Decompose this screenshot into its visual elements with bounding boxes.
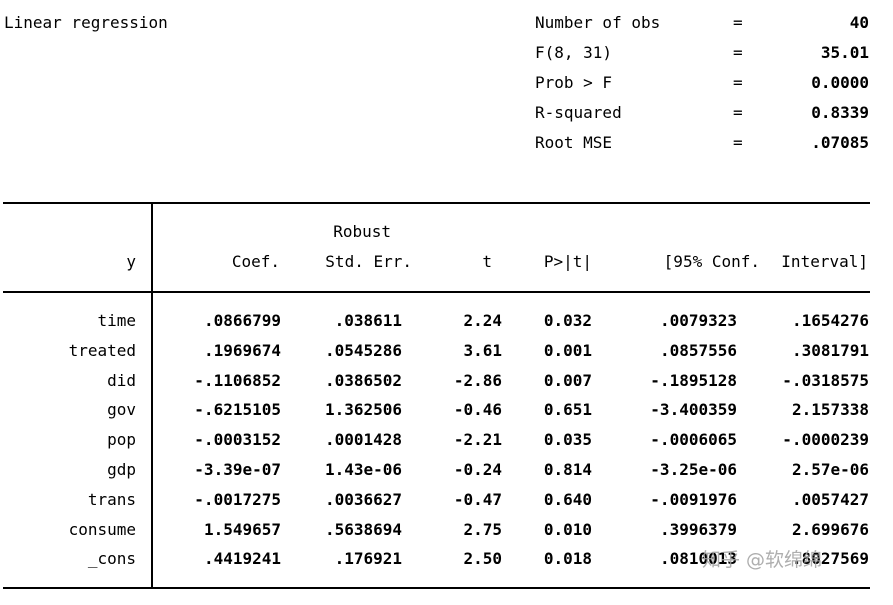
stat-label-probf: Prob > F bbox=[535, 73, 613, 92]
row-ci-high: -.0000239 bbox=[782, 430, 869, 450]
row-stderr: .0036627 bbox=[324, 489, 402, 509]
stat-value-rootmse: .07085 bbox=[811, 133, 869, 152]
row-var: _cons bbox=[87, 549, 136, 569]
stat-eq: = bbox=[733, 13, 743, 32]
row-ci-high: .3081791 bbox=[791, 340, 869, 360]
header-robust: Robust bbox=[333, 222, 391, 241]
row-stderr: 1.43e-06 bbox=[324, 460, 402, 479]
row-stderr: .038611 bbox=[334, 311, 402, 330]
row-stderr: .176921 bbox=[334, 549, 402, 569]
row-p: 0.651 bbox=[543, 400, 592, 420]
row-coef: -3.39e-07 bbox=[194, 460, 281, 479]
row-t: -0.47 bbox=[453, 489, 502, 509]
row-var: pop bbox=[107, 430, 136, 450]
row-ci-low: -.0091976 bbox=[650, 489, 737, 509]
stat-label-f: F(8, 31) bbox=[535, 43, 613, 62]
row-p: 0.007 bbox=[543, 370, 592, 390]
header-ci-low: [95% Conf. bbox=[663, 252, 760, 271]
row-var: trans bbox=[87, 489, 136, 509]
row-ci-low: .3996379 bbox=[659, 519, 737, 539]
row-stderr: .5638694 bbox=[324, 519, 402, 539]
row-ci-low: .0079323 bbox=[659, 311, 737, 330]
row-ci-low: -.0006065 bbox=[650, 430, 737, 450]
row-ci-high: .1654276 bbox=[791, 311, 869, 330]
row-coef: -.1106852 bbox=[194, 370, 281, 390]
row-var: did bbox=[107, 370, 136, 390]
row-ci-low: -3.400359 bbox=[650, 400, 737, 420]
row-p: 0.018 bbox=[543, 549, 592, 569]
row-p: 0.001 bbox=[543, 340, 592, 360]
row-t: 2.75 bbox=[463, 519, 502, 539]
row-stderr: .0545286 bbox=[324, 340, 402, 360]
watermark: 知乎 @软绵绵 bbox=[702, 549, 823, 571]
row-ci-low: .0857556 bbox=[659, 340, 737, 360]
row-ci-high: .8027569 bbox=[791, 549, 869, 569]
row-var: treated bbox=[68, 340, 136, 360]
stat-label-nobs: Number of obs bbox=[535, 13, 661, 32]
row-coef: .4419241 bbox=[203, 549, 281, 569]
row-coef: .1969674 bbox=[203, 340, 281, 360]
row-ci-high: .0057427 bbox=[791, 489, 869, 509]
header-p: P>|t| bbox=[543, 252, 592, 271]
row-ci-low: .0810013 bbox=[659, 549, 737, 569]
row-t: -2.86 bbox=[453, 370, 502, 390]
header-t: t bbox=[482, 252, 492, 271]
header-coef: Coef. bbox=[231, 252, 280, 271]
row-ci-high: -.0318575 bbox=[782, 370, 869, 390]
stat-label-rsquared: R-squared bbox=[535, 103, 622, 122]
row-stderr: .0001428 bbox=[324, 430, 402, 450]
row-t: 2.50 bbox=[463, 549, 502, 569]
stat-eq: = bbox=[733, 43, 743, 62]
row-p: 0.032 bbox=[543, 311, 592, 330]
row-stderr: 1.362506 bbox=[324, 400, 402, 420]
row-coef: .0866799 bbox=[203, 311, 281, 330]
table-bottom-rule bbox=[3, 587, 870, 589]
header-ci-high: Interval] bbox=[781, 252, 868, 271]
row-t: -0.46 bbox=[453, 400, 502, 420]
table-header-rule bbox=[3, 291, 870, 293]
row-p: 0.035 bbox=[543, 430, 592, 450]
row-coef: 1.549657 bbox=[203, 519, 281, 539]
row-coef: -.6215105 bbox=[194, 400, 281, 420]
stat-eq: = bbox=[733, 103, 743, 122]
table-vertical-rule bbox=[151, 203, 153, 589]
row-t: -0.24 bbox=[453, 460, 502, 479]
row-t: -2.21 bbox=[453, 430, 502, 450]
table-top-rule bbox=[3, 202, 870, 204]
stat-eq: = bbox=[733, 73, 743, 92]
row-ci-low: -3.25e-06 bbox=[650, 460, 737, 479]
row-var: gov bbox=[107, 400, 136, 420]
stat-label-rootmse: Root MSE bbox=[535, 133, 613, 152]
row-ci-low: -.1895128 bbox=[650, 370, 737, 390]
row-coef: -.0017275 bbox=[194, 489, 281, 509]
row-stderr: .0386502 bbox=[324, 370, 402, 390]
stat-value-rsquared: 0.8339 bbox=[811, 103, 869, 122]
stat-value-f: 35.01 bbox=[820, 43, 869, 62]
row-ci-high: 2.157338 bbox=[791, 400, 869, 420]
stat-value-nobs: 40 bbox=[849, 13, 869, 32]
row-p: 0.640 bbox=[543, 489, 592, 509]
stat-eq: = bbox=[733, 133, 743, 152]
header-y: y bbox=[126, 252, 136, 271]
row-coef: -.0003152 bbox=[194, 430, 281, 450]
row-p: 0.814 bbox=[543, 460, 592, 479]
row-t: 2.24 bbox=[463, 311, 502, 330]
row-var: gdp bbox=[107, 460, 136, 479]
row-var: consume bbox=[68, 519, 136, 539]
output-title: Linear regression bbox=[4, 13, 168, 32]
row-t: 3.61 bbox=[463, 340, 502, 360]
row-p: 0.010 bbox=[543, 519, 592, 539]
row-var: time bbox=[97, 311, 136, 330]
stat-value-probf: 0.0000 bbox=[811, 73, 869, 92]
header-stderr: Std. Err. bbox=[325, 252, 412, 271]
row-ci-high: 2.57e-06 bbox=[791, 460, 869, 479]
row-ci-high: 2.699676 bbox=[791, 519, 869, 539]
